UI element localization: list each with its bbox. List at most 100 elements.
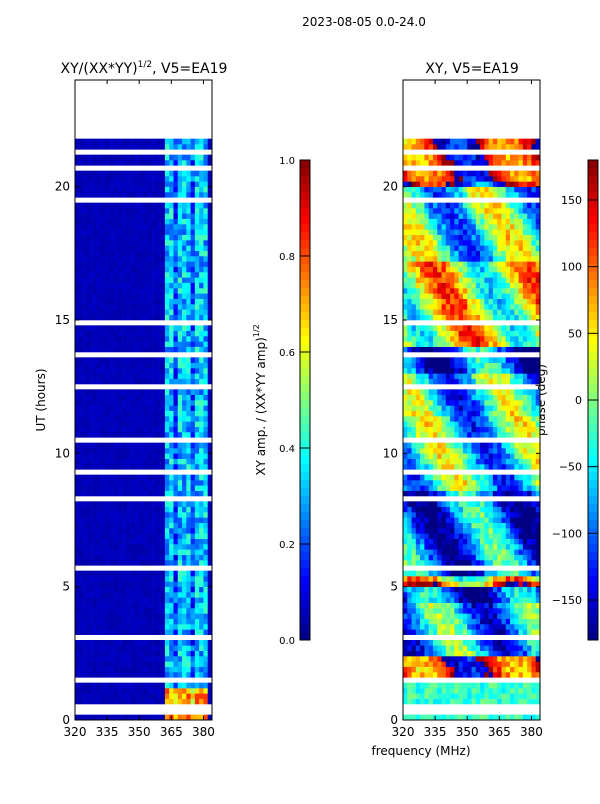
heatmap-cell — [144, 267, 149, 273]
heatmap-cell — [152, 560, 157, 566]
heatmap-cell — [467, 592, 472, 598]
heatmap-cell — [114, 160, 119, 166]
heatmap-cell — [182, 592, 187, 598]
heatmap-cell — [148, 389, 153, 395]
heatmap-cell — [144, 555, 149, 561]
heatmap-cell — [126, 395, 131, 401]
heatmap-cell — [131, 261, 136, 267]
heatmap-cell — [493, 480, 498, 486]
heatmap-cell — [96, 480, 101, 486]
heatmap-cell — [152, 555, 157, 561]
heatmap-cell — [442, 576, 447, 582]
heatmap-cell — [92, 640, 97, 646]
heatmap-cell — [186, 309, 191, 315]
heatmap-cell — [169, 549, 174, 555]
heatmap-cell — [416, 485, 421, 491]
heatmap-cell — [88, 453, 93, 459]
heatmap-cell — [463, 395, 468, 401]
heatmap-cell — [131, 640, 136, 646]
heatmap-cell — [144, 368, 149, 374]
heatmap-cell — [156, 464, 161, 470]
heatmap-cell — [480, 581, 485, 587]
heatmap-cell — [92, 629, 97, 635]
heatmap-cell — [472, 656, 477, 662]
heatmap-cell — [75, 432, 80, 438]
heatmap-cell — [506, 485, 511, 491]
heatmap-cell — [514, 357, 519, 363]
heatmap-cell — [476, 368, 481, 374]
heatmap-cell — [88, 405, 93, 411]
heatmap-cell — [178, 693, 183, 699]
heatmap-cell — [472, 405, 477, 411]
heatmap-cell — [450, 592, 455, 598]
heatmap-cell — [161, 224, 166, 230]
heatmap-cell — [109, 160, 114, 166]
heatmap-cell — [126, 560, 131, 566]
heatmap-cell — [173, 645, 178, 651]
heatmap-cell — [79, 544, 84, 550]
heatmap-cell — [122, 613, 127, 619]
heatmap-cell — [527, 651, 532, 657]
heatmap-cell — [437, 389, 442, 395]
heatmap-cell — [416, 448, 421, 454]
heatmap-cell — [442, 523, 447, 529]
heatmap-cell — [489, 576, 494, 582]
heatmap-cell — [144, 544, 149, 550]
heatmap-cell — [531, 624, 536, 630]
heatmap-cell — [454, 389, 459, 395]
heatmap-cell — [195, 683, 200, 689]
heatmap-cell — [84, 715, 89, 721]
heatmap-cell — [424, 571, 429, 577]
heatmap-cell — [454, 603, 459, 609]
heatmap-cell — [454, 656, 459, 662]
heatmap-cell — [416, 379, 421, 385]
heatmap-cell — [75, 229, 80, 235]
heatmap-cell — [199, 416, 204, 422]
heatmap-cell — [79, 613, 84, 619]
heatmap-cell — [403, 608, 408, 614]
heatmap-cell — [467, 501, 472, 507]
heatmap-cell — [454, 581, 459, 587]
heatmap-cell — [514, 475, 519, 481]
heatmap-cell — [118, 432, 123, 438]
heatmap-cell — [96, 699, 101, 705]
heatmap-cell — [420, 528, 425, 534]
heatmap-cell — [424, 645, 429, 651]
heatmap-cell — [420, 533, 425, 539]
heatmap-cell — [527, 661, 532, 667]
heatmap-cell — [195, 192, 200, 198]
heatmap-cell — [139, 267, 144, 273]
heatmap-cell — [437, 549, 442, 555]
heatmap-cell — [101, 459, 106, 465]
heatmap-cell — [126, 443, 131, 449]
heatmap-cell — [135, 304, 140, 310]
heatmap-cell — [472, 624, 477, 630]
heatmap-cell — [531, 560, 536, 566]
heatmap-cell — [84, 304, 89, 310]
heatmap-cell — [424, 507, 429, 513]
heatmap-cell — [92, 560, 97, 566]
heatmap-cell — [135, 229, 140, 235]
heatmap-cell — [144, 629, 149, 635]
heatmap-cell — [514, 693, 519, 699]
heatmap-cell — [497, 501, 502, 507]
heatmap-cell — [173, 560, 178, 566]
heatmap-cell — [178, 139, 183, 145]
heatmap-cell — [144, 619, 149, 625]
heatmap-cell — [178, 235, 183, 241]
heatmap-cell — [156, 528, 161, 534]
heatmap-cell — [156, 619, 161, 625]
heatmap-cell — [514, 544, 519, 550]
heatmap-cell — [135, 181, 140, 187]
heatmap-cell — [161, 357, 166, 363]
heatmap-cell — [165, 251, 170, 257]
heatmap-cell — [92, 304, 97, 310]
heatmap-cell — [467, 411, 472, 417]
heatmap-cell — [135, 299, 140, 305]
heatmap-cell — [148, 299, 153, 305]
heatmap-cell — [199, 144, 204, 150]
heatmap-cell — [139, 576, 144, 582]
heatmap-cell — [519, 533, 524, 539]
heatmap-cell — [178, 208, 183, 214]
heatmap-cell — [199, 427, 204, 433]
